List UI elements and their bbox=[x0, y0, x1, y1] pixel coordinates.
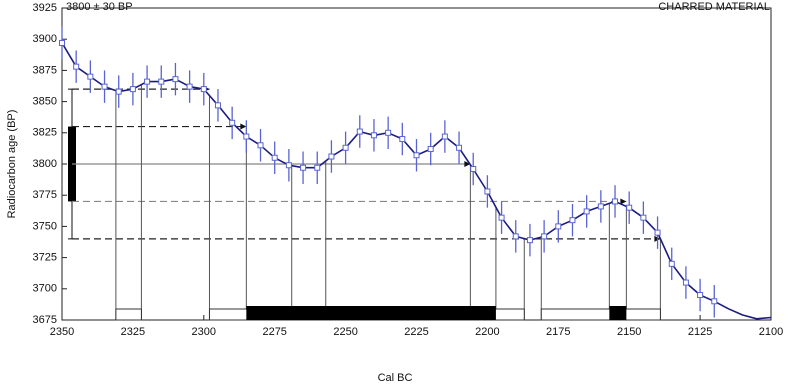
curve-point bbox=[697, 292, 704, 299]
range-2sigma bbox=[115, 308, 142, 321]
x-tick-label: 2175 bbox=[546, 326, 570, 338]
y-tick-label: 3875 bbox=[33, 64, 57, 76]
chart-title: 3800 ± 30 BP bbox=[66, 1, 133, 13]
x-tick-label: 2275 bbox=[262, 326, 286, 338]
curve-point bbox=[427, 146, 434, 153]
x-tick-label: 2100 bbox=[759, 326, 783, 338]
curve-point bbox=[73, 63, 80, 70]
curve-point bbox=[484, 188, 491, 195]
curve-point bbox=[597, 203, 604, 210]
calibration-curve bbox=[61, 42, 772, 320]
curve-point bbox=[668, 260, 675, 267]
curve-point bbox=[356, 128, 363, 135]
y-axis-label: Radiocarbon age (BP) bbox=[6, 110, 18, 219]
chart-subtitle: CHARRED MATERIAL bbox=[658, 1, 770, 13]
x-tick-label: 2150 bbox=[617, 326, 641, 338]
x-tick-label: 2300 bbox=[192, 326, 216, 338]
curve-point bbox=[314, 164, 321, 171]
curve-point bbox=[342, 144, 349, 151]
curve-point bbox=[612, 198, 619, 205]
curve-point bbox=[200, 86, 207, 93]
curve-point bbox=[456, 144, 463, 151]
curve-point bbox=[129, 86, 136, 93]
level-arrow bbox=[620, 198, 627, 205]
range-2sigma bbox=[540, 308, 661, 321]
x-tick-label: 2250 bbox=[333, 326, 357, 338]
level-arrow bbox=[240, 123, 247, 130]
range-1sigma bbox=[246, 306, 496, 320]
curve-point bbox=[229, 119, 236, 126]
curve-point bbox=[370, 132, 377, 139]
curve-point bbox=[413, 152, 420, 159]
curve-point bbox=[399, 136, 406, 143]
curve-point bbox=[498, 214, 505, 221]
level-arrow bbox=[464, 161, 471, 167]
curve-point bbox=[626, 204, 633, 211]
x-tick-label: 2325 bbox=[121, 326, 145, 338]
curve-point bbox=[470, 165, 477, 172]
curve-point bbox=[285, 162, 292, 169]
curve-point bbox=[569, 217, 576, 224]
curve-point bbox=[682, 279, 689, 286]
x-tick-label: 2350 bbox=[50, 326, 74, 338]
curve-point bbox=[555, 223, 562, 230]
curve-point bbox=[87, 73, 94, 80]
curve-point bbox=[158, 78, 165, 85]
curve-point bbox=[541, 233, 548, 240]
curve-point bbox=[186, 83, 193, 90]
y-tick-label: 3850 bbox=[33, 96, 57, 108]
curve-point bbox=[115, 88, 122, 95]
curve-point bbox=[526, 237, 533, 244]
y-tick-label: 3750 bbox=[33, 220, 57, 232]
y-tick-label: 3800 bbox=[33, 158, 57, 170]
y-tick-label: 3925 bbox=[33, 2, 57, 14]
curve-point bbox=[385, 129, 392, 136]
y-tick-label: 3900 bbox=[33, 33, 57, 45]
curve-point bbox=[328, 153, 335, 160]
y-tick-label: 3700 bbox=[33, 283, 57, 295]
curve-point bbox=[583, 208, 590, 215]
curve-point bbox=[271, 154, 278, 161]
curve-point bbox=[257, 142, 264, 149]
curve-point bbox=[512, 233, 519, 240]
x-tick-label: 2200 bbox=[475, 326, 499, 338]
curve-point bbox=[441, 133, 448, 140]
y-tick-label: 3775 bbox=[33, 189, 57, 201]
curve-point bbox=[243, 133, 250, 140]
y-tick-label: 3725 bbox=[33, 252, 57, 264]
y-tick-label: 3825 bbox=[33, 127, 57, 139]
curve-point bbox=[101, 83, 108, 90]
curve-point bbox=[640, 214, 647, 221]
range-1sigma bbox=[609, 306, 627, 320]
curve-point bbox=[214, 102, 221, 109]
curve-point bbox=[144, 78, 151, 85]
curve-point bbox=[172, 76, 179, 83]
curve-point bbox=[654, 229, 661, 236]
x-tick-label: 2225 bbox=[404, 326, 428, 338]
y-tick-label: 3675 bbox=[33, 314, 57, 326]
curve-point bbox=[59, 39, 65, 46]
curve-point bbox=[711, 298, 718, 305]
x-tick-label: 2125 bbox=[688, 326, 712, 338]
x-axis-label: Cal BC bbox=[378, 372, 413, 384]
curve-point bbox=[300, 164, 307, 171]
